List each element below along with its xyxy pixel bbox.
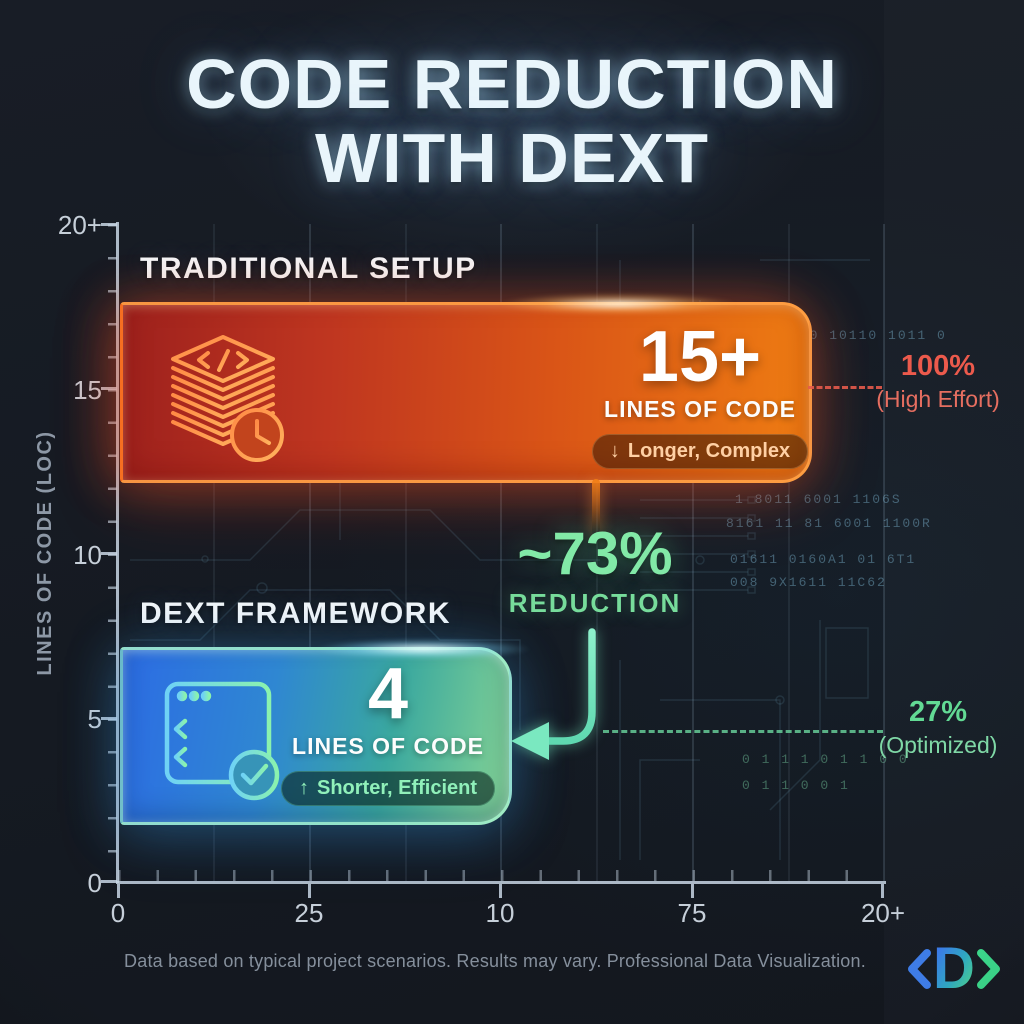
up-arrow-icon: ↑ xyxy=(298,777,309,800)
page-title-line1: CODE REDUCTION xyxy=(186,45,838,123)
y-axis-line xyxy=(116,222,119,883)
y-tick xyxy=(101,717,117,720)
traditional-badge-text: Longer, Complex xyxy=(627,440,791,463)
x-tick-label: 10 xyxy=(485,898,515,928)
x-tick xyxy=(117,884,120,898)
y-tick-label: 15 xyxy=(73,375,102,405)
traditional-badge: ↓ Longer, Complex xyxy=(591,434,809,470)
code-stack-clock-icon xyxy=(171,335,284,462)
x-tick xyxy=(691,884,694,898)
traditional-percent-note: (High Effort) xyxy=(876,386,1000,412)
traditional-percent: 100% xyxy=(900,350,976,382)
x-tick-label: 25 xyxy=(294,898,324,928)
x-axis-minor-ticks xyxy=(118,870,884,881)
x-tick xyxy=(308,884,311,898)
dext-framework-bar: 4 LINES OF CODE ↑ Shorter, Efficient xyxy=(120,635,573,825)
x-tick-label: 0 xyxy=(110,898,126,928)
dext-percent: 27% xyxy=(908,696,968,728)
footnote: Data based on typical project scenarios.… xyxy=(124,951,866,971)
traditional-setup-label: TRADITIONAL SETUP xyxy=(140,252,477,285)
binary-decoration: 0 1 1 0 0 1 xyxy=(742,778,850,793)
binary-decoration: 0 1 1 1 0 1 1 0 0 xyxy=(742,752,909,767)
reduction-value: ~73% xyxy=(517,520,673,587)
gridline xyxy=(692,224,694,881)
lens-flare xyxy=(453,289,783,319)
gridline xyxy=(883,224,885,881)
logo-letter: D xyxy=(933,936,975,1001)
y-tick-label: 20+ xyxy=(57,210,102,240)
traditional-value-block: 15+ LINES OF CODE ↓ Longer, Complex xyxy=(535,317,865,470)
binary-decoration: 008 9X1611 11C62 xyxy=(730,575,887,590)
logo-left-chevron-icon xyxy=(908,949,932,989)
dext-unit: LINES OF CODE xyxy=(292,733,484,760)
y-tick xyxy=(101,880,117,883)
code-window-check-icon xyxy=(164,681,280,801)
y-tick-label: 0 xyxy=(87,868,102,898)
reduction-annotation: ~73% REDUCTION xyxy=(455,524,735,619)
lens-flare xyxy=(273,635,573,663)
dext-badge: ↑ Shorter, Efficient xyxy=(280,771,496,807)
traditional-value: 15+ xyxy=(638,317,762,397)
traditional-reference-dashed-line xyxy=(808,386,882,389)
binary-decoration: 1 8011 6001 1106S xyxy=(735,492,902,507)
dext-badge-text: Shorter, Efficient xyxy=(316,777,478,800)
dext-value: 4 xyxy=(367,654,409,734)
traditional-setup-bar: 15+ LINES OF CODE ↓ Longer, Complex xyxy=(120,289,812,483)
down-arrow-icon: ↓ xyxy=(609,440,620,463)
dext-percent-note: (Optimized) xyxy=(878,732,998,758)
gridline xyxy=(596,224,598,881)
traditional-unit: LINES OF CODE xyxy=(604,396,796,423)
binary-decoration: 110 10110 1011 0 xyxy=(790,328,947,343)
connector-stem xyxy=(592,479,600,535)
dext-value-block: 4 LINES OF CODE ↑ Shorter, Efficient xyxy=(248,654,528,807)
gridline xyxy=(788,224,790,881)
x-axis-line xyxy=(116,881,886,884)
page-title: CODE REDUCTION WITH DEXT xyxy=(0,45,1024,197)
reduction-label: REDUCTION xyxy=(508,588,682,618)
binary-decoration: 8161 11 81 6001 1100R xyxy=(726,516,932,531)
page-title-line2: WITH DEXT xyxy=(315,118,709,197)
gridline xyxy=(213,224,215,881)
traditional-percent-annotation: 100% (High Effort) xyxy=(858,350,1018,413)
dext-framework-label: DEXT FRAMEWORK xyxy=(140,597,451,630)
x-tick xyxy=(881,884,884,898)
y-axis-title: LINES OF CODE (LOC) xyxy=(34,430,56,676)
y-tick-label: 10 xyxy=(73,540,102,570)
gridline xyxy=(309,224,311,881)
x-tick xyxy=(499,884,502,898)
x-tick-label: 20+ xyxy=(860,898,906,928)
dext-percent-annotation: 27% (Optimized) xyxy=(858,696,1018,759)
binary-decoration: 01611 0160A1 01 6T1 xyxy=(730,552,917,567)
y-tick xyxy=(101,552,117,555)
dext-logo: D xyxy=(903,934,1005,1004)
y-tick xyxy=(101,387,117,390)
y-tick xyxy=(101,223,117,226)
gridline xyxy=(405,224,407,881)
x-tick-label: 75 xyxy=(677,898,707,928)
gridline xyxy=(500,224,502,881)
y-tick-label: 5 xyxy=(87,704,102,734)
logo-right-chevron-icon xyxy=(976,949,1000,989)
dext-reference-dashed-line xyxy=(603,730,883,733)
